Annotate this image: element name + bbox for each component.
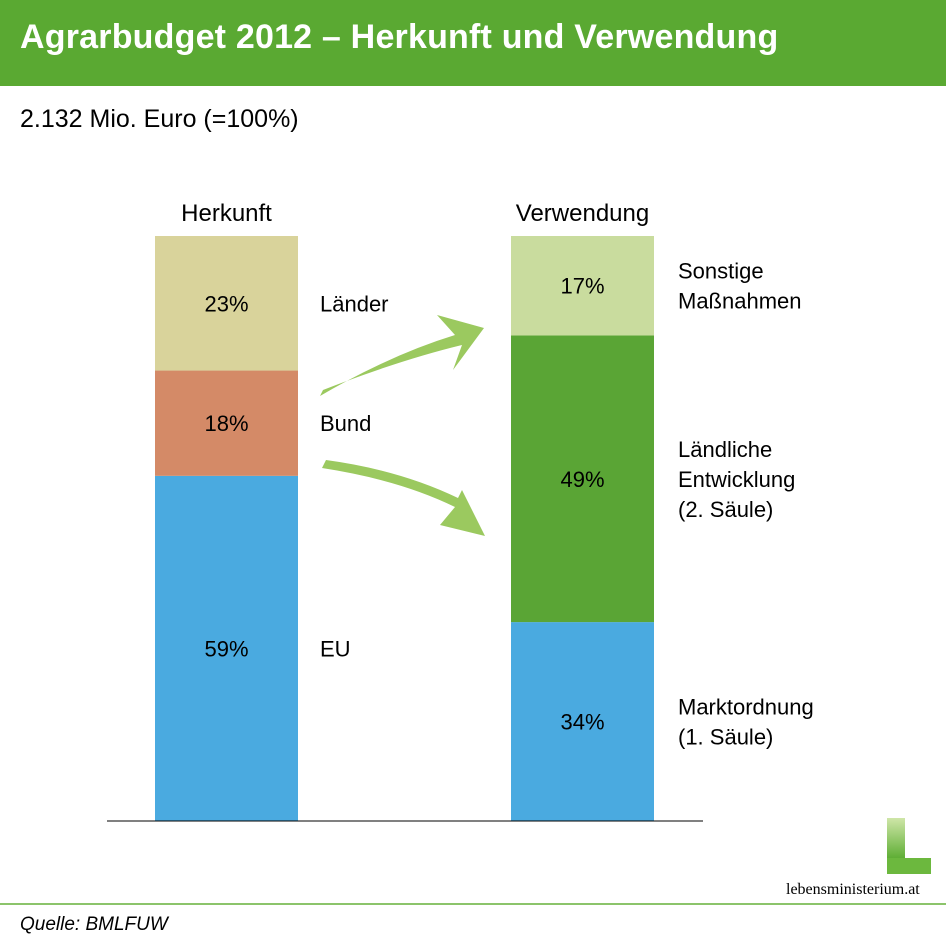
segment-name-herkunft-bund: Bund: [320, 411, 371, 436]
data-label-verwendung-marktordnung-1-säule: 34%: [560, 710, 604, 735]
segment-name-verwendung-ländliche-entwicklung-2-säule: Ländliche Entwicklung (2. Säule): [678, 437, 795, 522]
category-label-verwendung: Verwendung: [516, 200, 649, 227]
title-bar: Agrarbudget 2012 – Herkunft und Verwendu…: [0, 0, 946, 86]
segment-name-verwendung-marktordnung-1-säule: Marktordnung (1. Säule): [678, 695, 814, 750]
data-label-herkunft-eu: 59%: [204, 636, 248, 661]
logo-text: lebensministerium.at: [786, 881, 920, 898]
arrow-up-icon: [320, 315, 484, 396]
arrow-down-icon: [322, 460, 485, 536]
bar-segment-herkunft-bund: [155, 370, 298, 476]
segment-name-herkunft-länder: Länder: [320, 291, 389, 316]
bar-segment-verwendung-ländliche-entwicklung-2-säule: [511, 335, 654, 623]
flow-arrows: [320, 315, 485, 536]
data-label-verwendung-sonstige-maßnahmen: 17%: [560, 274, 604, 299]
lebensministerium-logo-icon: [887, 818, 931, 874]
data-label-verwendung-ländliche-entwicklung-2-säule: 49%: [560, 467, 604, 492]
segment-name-herkunft-eu: EU: [320, 636, 351, 661]
data-label-herkunft-bund: 18%: [204, 411, 248, 436]
bar-segment-verwendung-sonstige-maßnahmen: [511, 236, 654, 336]
data-label-herkunft-länder: 23%: [204, 291, 248, 316]
segment-name-verwendung-sonstige-maßnahmen: Sonstige Maßnahmen: [678, 259, 802, 314]
bar-segment-verwendung-marktordnung-1-säule: [511, 622, 654, 821]
bar-segment-herkunft-eu: [155, 475, 298, 821]
page-title: Agrarbudget 2012 – Herkunft und Verwendu…: [20, 18, 779, 56]
source-note: Quelle: BMLFUW: [20, 914, 168, 935]
bar-segment-herkunft-länder: [155, 236, 298, 371]
category-label-herkunft: Herkunft: [181, 200, 272, 227]
chart-subtitle: 2.132 Mio. Euro (=100%): [20, 105, 299, 133]
stacked-bar-chart: Herkunft 59% EU 18% Bund 23% Länder Verwendung 3…: [107, 200, 814, 822]
footer-divider: [0, 903, 946, 905]
